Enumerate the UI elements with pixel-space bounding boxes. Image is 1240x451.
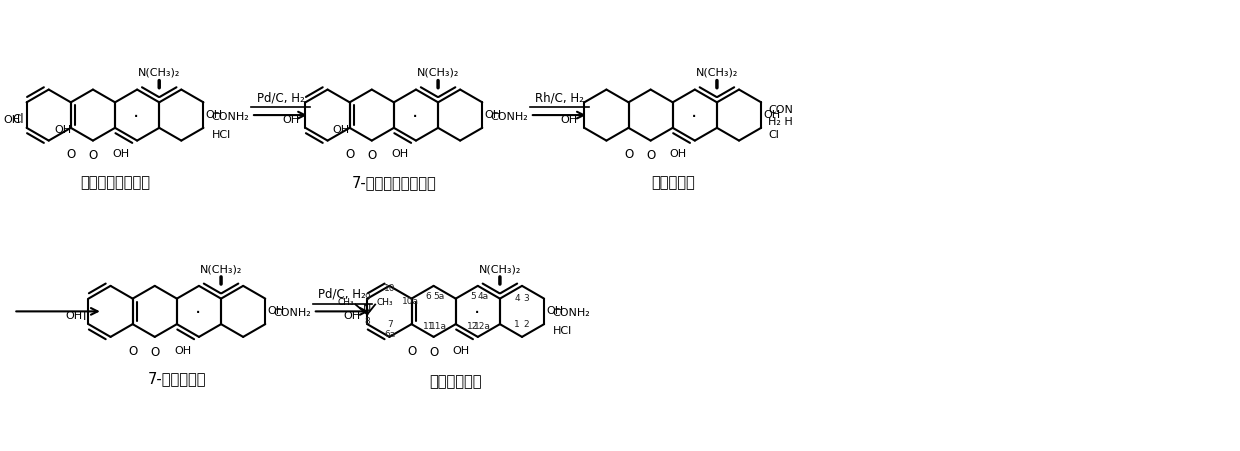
Text: N(CH₃)₂: N(CH₃)₂	[417, 68, 459, 78]
Text: OH: OH	[343, 311, 361, 321]
Text: OH: OH	[206, 110, 222, 120]
Text: I: I	[83, 310, 87, 323]
Text: OH: OH	[53, 125, 71, 135]
Text: OH: OH	[174, 346, 191, 356]
Text: 12: 12	[467, 322, 479, 331]
Text: 7: 7	[388, 320, 393, 329]
Text: HCl: HCl	[212, 130, 231, 140]
Text: CONH₂: CONH₂	[553, 308, 590, 318]
Text: Cl: Cl	[769, 130, 780, 140]
Text: OH: OH	[4, 115, 20, 125]
Text: CONH₂: CONH₂	[274, 308, 311, 318]
Text: 6: 6	[425, 291, 432, 300]
Text: OH: OH	[391, 149, 408, 160]
Text: 5a: 5a	[433, 291, 444, 300]
Text: Pd/C, H₂: Pd/C, H₂	[319, 288, 366, 300]
Text: 10a: 10a	[402, 297, 419, 306]
Text: N(CH₃)₂: N(CH₃)₂	[200, 264, 242, 274]
Text: Rh/C, H₂: Rh/C, H₂	[534, 91, 584, 104]
Text: 7-碘代山环素: 7-碘代山环素	[148, 371, 206, 386]
Text: H₂ H: H₂ H	[769, 117, 794, 127]
Text: N(CH₃)₂: N(CH₃)₂	[479, 264, 521, 274]
Text: 盐酸山环素: 盐酸山环素	[651, 175, 694, 190]
Text: OH: OH	[112, 149, 129, 160]
Text: N: N	[363, 304, 372, 314]
Text: ·: ·	[474, 304, 480, 323]
Text: O: O	[128, 345, 138, 358]
Text: 1: 1	[515, 320, 520, 329]
Text: O: O	[66, 148, 76, 161]
Text: HCl: HCl	[553, 326, 572, 336]
Text: O: O	[345, 148, 355, 161]
Text: O: O	[367, 149, 377, 162]
Text: ·: ·	[691, 107, 697, 127]
Text: OH: OH	[546, 306, 563, 316]
Text: CH₃: CH₃	[376, 298, 393, 307]
Text: OH: OH	[670, 149, 687, 160]
Text: O: O	[407, 345, 417, 358]
Text: 5: 5	[470, 291, 476, 300]
Text: 3: 3	[523, 294, 528, 303]
Text: 11a: 11a	[430, 322, 446, 331]
Text: CONH₂: CONH₂	[491, 112, 528, 122]
Text: OH: OH	[332, 125, 350, 135]
Text: O: O	[88, 149, 98, 162]
Text: O: O	[646, 149, 655, 162]
Text: 6a: 6a	[384, 331, 396, 340]
Text: CH₃: CH₃	[339, 298, 355, 307]
Text: 8: 8	[365, 317, 371, 326]
Text: Cl: Cl	[12, 114, 24, 126]
Text: 11: 11	[423, 322, 434, 331]
Text: ·: ·	[412, 107, 418, 127]
Text: 10: 10	[383, 284, 396, 293]
Text: 盐酸去甲基金霉素: 盐酸去甲基金霉素	[81, 175, 150, 190]
Text: OH: OH	[64, 311, 82, 321]
Text: N(CH₃)₂: N(CH₃)₂	[696, 68, 738, 78]
Text: 盐酸米诺环素: 盐酸米诺环素	[429, 374, 482, 389]
Text: 7-脱氯去甲基金霉素: 7-脱氯去甲基金霉素	[351, 175, 436, 190]
Text: 12a: 12a	[474, 322, 491, 331]
Text: 9: 9	[365, 293, 371, 302]
Text: ·: ·	[195, 304, 201, 323]
Text: Pd/C, H₂: Pd/C, H₂	[257, 91, 304, 104]
Text: 4a: 4a	[477, 291, 489, 300]
Text: OH: OH	[560, 115, 578, 125]
Text: CON: CON	[769, 105, 794, 115]
Text: OH: OH	[281, 115, 299, 125]
Text: N(CH₃)₂: N(CH₃)₂	[138, 68, 180, 78]
Text: 4: 4	[515, 294, 520, 303]
Text: 2: 2	[523, 320, 528, 329]
Text: OH: OH	[453, 346, 470, 356]
Text: O: O	[429, 346, 438, 359]
Text: O: O	[150, 346, 160, 359]
Text: O: O	[624, 148, 634, 161]
Text: OH: OH	[763, 110, 780, 120]
Text: ·: ·	[133, 107, 139, 127]
Text: OH: OH	[268, 306, 284, 316]
Text: OH: OH	[485, 110, 501, 120]
Text: CONH₂: CONH₂	[212, 112, 249, 122]
